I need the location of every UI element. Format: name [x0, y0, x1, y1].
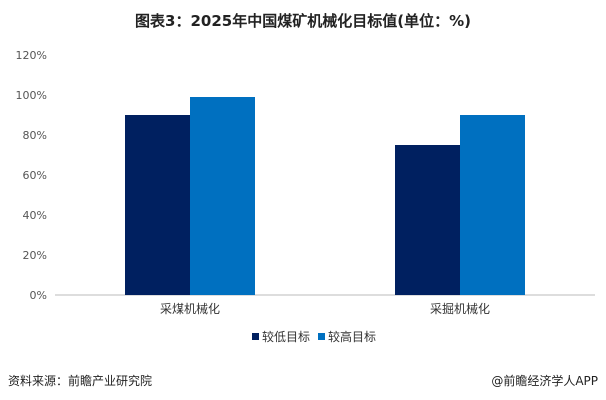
- y-tick-label: 40%: [23, 209, 47, 222]
- bar-high: [460, 115, 525, 295]
- bar-low: [395, 145, 460, 295]
- y-tick-label: 60%: [23, 169, 47, 182]
- brand-credit: @前瞻经济学人APP: [491, 374, 598, 388]
- x-tick-label: 采煤机械化: [160, 301, 220, 316]
- x-tick-label: 采掘机械化: [430, 301, 490, 316]
- bar-low: [125, 115, 190, 295]
- y-tick-label: 0%: [30, 289, 47, 302]
- y-tick-label: 120%: [16, 49, 47, 62]
- legend-label: 较低目标: [262, 329, 310, 344]
- legend-swatch: [252, 333, 259, 340]
- source-note: 资料来源：前瞻产业研究院: [8, 374, 153, 388]
- bar-high: [190, 97, 255, 295]
- chart-title: 图表3：2025年中国煤矿机械化目标值(单位：%): [135, 12, 471, 30]
- legend-label: 较高目标: [328, 329, 376, 344]
- legend-swatch: [318, 333, 325, 340]
- y-tick-label: 100%: [16, 89, 47, 102]
- y-tick-label: 80%: [23, 129, 47, 142]
- y-tick-label: 20%: [23, 249, 47, 262]
